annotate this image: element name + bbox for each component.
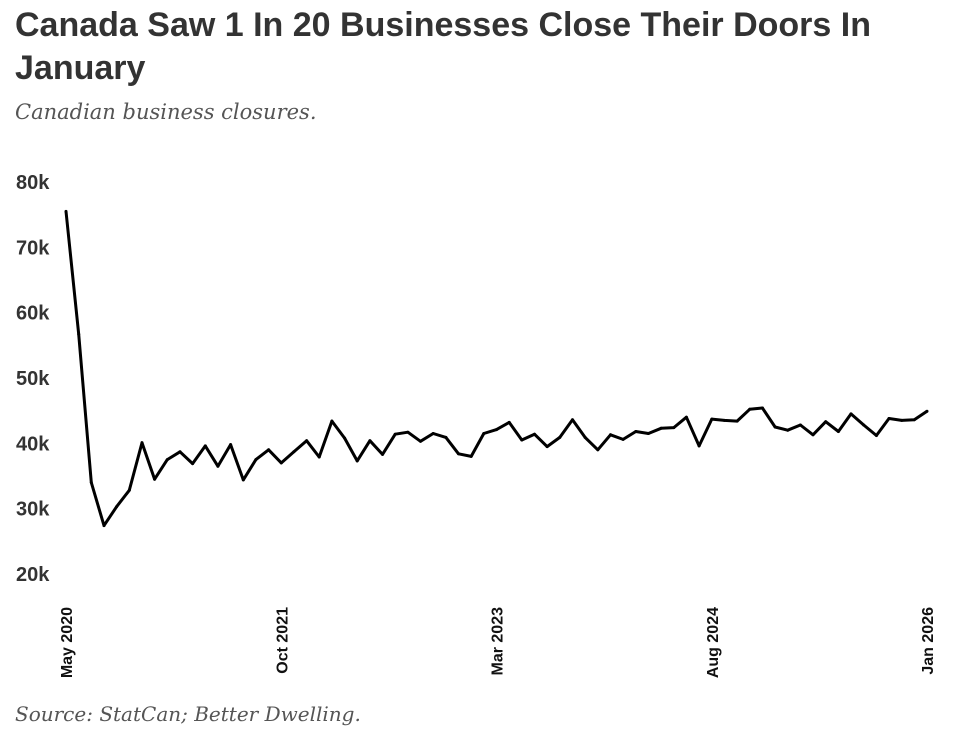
data-point bbox=[684, 415, 688, 419]
data-point bbox=[419, 439, 422, 443]
data-point bbox=[267, 448, 271, 452]
y-tick-label: 30k bbox=[16, 499, 50, 521]
data-point bbox=[925, 409, 929, 413]
data-point bbox=[444, 435, 448, 439]
data-point bbox=[77, 332, 81, 336]
data-point bbox=[89, 481, 93, 484]
data-point bbox=[760, 406, 764, 410]
source-note: Source: StatCan; Better Dwelling. bbox=[15, 702, 361, 726]
data-point bbox=[912, 418, 916, 422]
data-point bbox=[748, 407, 752, 411]
data-point bbox=[874, 434, 878, 437]
data-point bbox=[824, 420, 828, 424]
data-point bbox=[140, 441, 144, 445]
data-point bbox=[64, 209, 68, 213]
data-point bbox=[393, 432, 397, 436]
data-point bbox=[722, 418, 726, 422]
data-point bbox=[191, 462, 195, 466]
y-tick-label: 40k bbox=[16, 433, 50, 455]
data-point bbox=[153, 477, 157, 481]
data-point bbox=[887, 417, 891, 420]
data-point bbox=[634, 430, 638, 433]
chart-title: Canada Saw 1 In 20 Businesses Close Thei… bbox=[15, 6, 871, 87]
data-point bbox=[406, 430, 410, 434]
data-point bbox=[102, 524, 106, 528]
series-line-business-closures bbox=[64, 211, 928, 528]
x-tick-label: Mar 2023 bbox=[490, 607, 507, 676]
data-point bbox=[241, 478, 245, 482]
data-point bbox=[583, 435, 587, 439]
x-axis: May 2020 Oct 2021 Mar 2023 Aug 2024 Jan 2026 bbox=[59, 607, 937, 678]
data-point bbox=[697, 444, 701, 448]
data-point bbox=[520, 438, 524, 442]
data-point bbox=[368, 439, 372, 443]
data-point bbox=[786, 428, 790, 432]
data-point bbox=[469, 454, 473, 458]
data-point bbox=[621, 437, 625, 441]
data-point bbox=[773, 425, 777, 429]
data-point bbox=[798, 423, 802, 427]
data-point bbox=[596, 448, 600, 452]
data-point bbox=[317, 455, 321, 459]
data-point bbox=[305, 439, 309, 443]
data-point bbox=[165, 458, 169, 462]
data-point bbox=[203, 444, 207, 448]
data-point bbox=[431, 432, 435, 435]
data-point bbox=[900, 418, 904, 422]
data-point bbox=[216, 464, 220, 468]
data-point bbox=[659, 426, 663, 430]
data-point bbox=[495, 428, 498, 432]
x-tick-label: Aug 2024 bbox=[705, 607, 722, 678]
data-point bbox=[115, 505, 119, 509]
data-point bbox=[558, 435, 562, 439]
data-point bbox=[254, 458, 258, 462]
data-point bbox=[609, 433, 612, 437]
data-point bbox=[571, 418, 574, 422]
data-point bbox=[279, 461, 283, 465]
y-axis: 80k 70k 60k 50k 40k 30k 20k bbox=[16, 172, 50, 586]
data-point bbox=[229, 443, 233, 447]
y-tick-label: 50k bbox=[16, 368, 50, 390]
y-tick-label: 80k bbox=[16, 172, 50, 194]
data-point bbox=[330, 419, 334, 423]
plot-area bbox=[64, 209, 929, 528]
data-point bbox=[482, 432, 486, 435]
data-point bbox=[127, 488, 131, 492]
y-tick-label: 70k bbox=[16, 237, 50, 259]
data-point bbox=[735, 419, 739, 423]
data-point bbox=[343, 436, 347, 440]
data-point bbox=[292, 450, 296, 454]
x-tick-label: Jan 2026 bbox=[920, 607, 937, 675]
chart-subtitle: Canadian business closures. bbox=[15, 100, 317, 124]
x-tick-label: May 2020 bbox=[59, 607, 76, 678]
data-point bbox=[672, 426, 676, 430]
data-point bbox=[381, 452, 384, 456]
data-point bbox=[533, 432, 536, 436]
data-point bbox=[849, 412, 853, 416]
data-point bbox=[836, 430, 840, 433]
data-point bbox=[178, 450, 182, 454]
y-tick-label: 60k bbox=[16, 303, 50, 325]
x-tick-label: Oct 2021 bbox=[274, 607, 291, 674]
data-point bbox=[646, 432, 650, 435]
data-point bbox=[862, 423, 866, 427]
data-point bbox=[457, 452, 460, 456]
data-point bbox=[811, 433, 815, 437]
data-point bbox=[355, 459, 359, 463]
data-point bbox=[545, 445, 549, 449]
data-point bbox=[507, 420, 511, 424]
y-tick-label: 20k bbox=[16, 564, 50, 586]
data-point bbox=[710, 417, 714, 421]
